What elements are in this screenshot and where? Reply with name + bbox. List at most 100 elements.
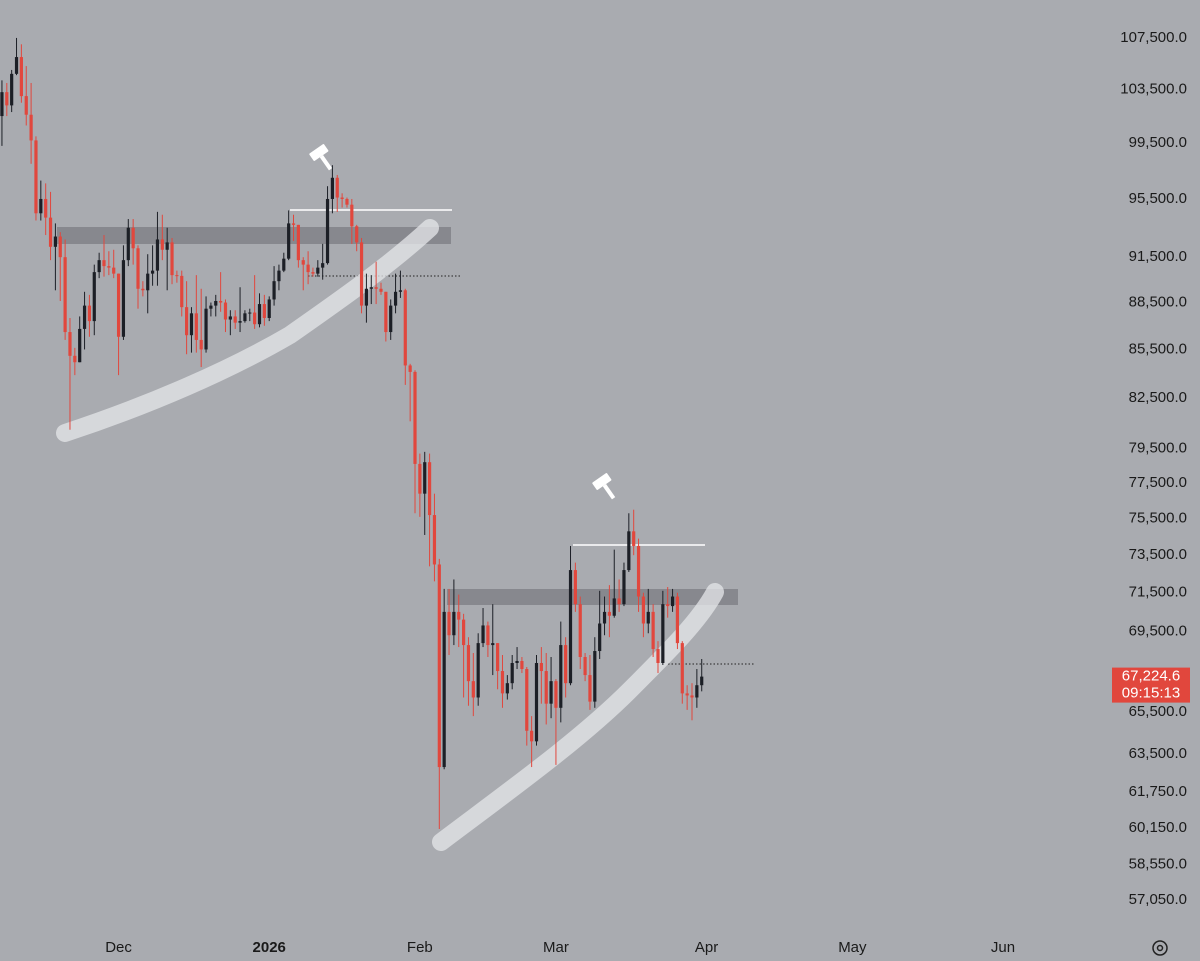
- resistance-zone: [57, 227, 451, 244]
- candle-body: [666, 604, 670, 607]
- candle-body: [233, 316, 237, 323]
- candle-body: [364, 288, 369, 306]
- candle-body: [19, 57, 23, 97]
- candle-body: [690, 695, 694, 698]
- candle-body: [462, 619, 466, 646]
- candle-body: [48, 217, 53, 247]
- y-tick-label: 57,050.0: [1129, 891, 1187, 908]
- candle-body: [165, 242, 169, 250]
- candle-body: [238, 321, 242, 323]
- x-tick-label: Feb: [407, 939, 433, 956]
- candle-body: [700, 676, 704, 686]
- candle-body: [418, 463, 422, 494]
- candle-body: [223, 302, 228, 320]
- candle-body: [330, 177, 334, 199]
- candle-body: [14, 57, 19, 74]
- candle-body: [423, 462, 427, 494]
- y-tick-label: 69,500.0: [1129, 622, 1187, 639]
- candle-body: [34, 140, 38, 214]
- candle-body: [136, 248, 140, 289]
- candle-body: [24, 96, 28, 115]
- candle-body: [0, 92, 4, 117]
- candle-body: [219, 300, 223, 303]
- candle-body: [442, 611, 446, 768]
- x-tick-label: May: [838, 939, 867, 956]
- settings-icon[interactable]: [1152, 940, 1168, 956]
- candle-body: [641, 596, 646, 624]
- candle-body: [287, 223, 291, 259]
- candle-body: [272, 281, 276, 300]
- candle-body: [554, 681, 558, 708]
- candle-body: [5, 92, 9, 106]
- candle-body: [204, 308, 208, 350]
- candle-body: [593, 651, 597, 702]
- drawings: [56, 144, 755, 851]
- candle-body: [296, 224, 300, 261]
- x-tick-label: 2026: [253, 939, 286, 956]
- last-price-label: 67,224.6: [1122, 668, 1180, 685]
- candle-body: [253, 312, 257, 325]
- candle-body: [214, 300, 218, 306]
- candle-body: [374, 287, 378, 289]
- candle-body: [413, 371, 417, 464]
- candle-body: [622, 570, 626, 605]
- candle-body: [491, 643, 495, 646]
- x-tick-label: Apr: [695, 939, 718, 956]
- candle-body: [437, 564, 441, 768]
- candle-body: [185, 307, 189, 336]
- candles: [0, 37, 704, 830]
- candle-body: [379, 288, 383, 292]
- candle-body: [573, 570, 577, 605]
- candle-body: [107, 266, 111, 268]
- y-tick-label: 58,550.0: [1129, 856, 1187, 873]
- candle-body: [695, 685, 699, 698]
- candle-body: [44, 198, 48, 218]
- candle-body: [670, 596, 675, 607]
- y-tick-label: 107,500.0: [1120, 29, 1187, 46]
- candle-body: [515, 660, 519, 663]
- hammer-icon: [592, 473, 616, 500]
- candle-body: [627, 531, 631, 571]
- candle-body: [588, 675, 592, 702]
- candle-body: [131, 227, 135, 249]
- y-tick-label: 60,150.0: [1129, 819, 1187, 836]
- candle-body: [257, 304, 262, 325]
- candle-body: [116, 273, 121, 337]
- candle-body: [466, 645, 471, 682]
- candle-body: [126, 227, 130, 261]
- candle-body: [500, 671, 505, 694]
- x-tick-label: Jun: [991, 939, 1015, 956]
- candle-body: [112, 267, 116, 274]
- candle-body: [612, 598, 616, 616]
- candle-body: [301, 260, 305, 265]
- candle-body: [63, 257, 67, 333]
- candle-body: [389, 305, 393, 333]
- candle-body: [403, 290, 407, 366]
- candle-body: [150, 270, 155, 274]
- candle-body: [248, 312, 252, 314]
- candle-body: [398, 290, 403, 292]
- candle-body: [102, 260, 106, 267]
- candle-body: [243, 313, 247, 322]
- resistance-zone: [447, 589, 738, 605]
- candle-body: [496, 643, 500, 672]
- candle-body: [175, 275, 179, 277]
- y-tick-label: 91,500.0: [1129, 248, 1187, 265]
- x-tick-label: Dec: [105, 939, 132, 956]
- candle-body: [549, 681, 553, 704]
- candle-body: [146, 273, 150, 291]
- candle-body: [350, 204, 354, 227]
- candle-body: [408, 365, 412, 372]
- candle-body: [675, 596, 680, 644]
- candle-body: [661, 604, 665, 663]
- candle-body: [481, 625, 485, 644]
- y-tick-label: 75,500.0: [1129, 510, 1187, 527]
- trend-highlight: [56, 219, 439, 442]
- y-tick-label: 88,500.0: [1129, 293, 1187, 310]
- y-tick-label: 65,500.0: [1129, 703, 1187, 720]
- candle-body: [194, 313, 198, 340]
- candle-body: [369, 287, 373, 289]
- candle-body: [568, 570, 573, 684]
- candle-body: [427, 462, 432, 516]
